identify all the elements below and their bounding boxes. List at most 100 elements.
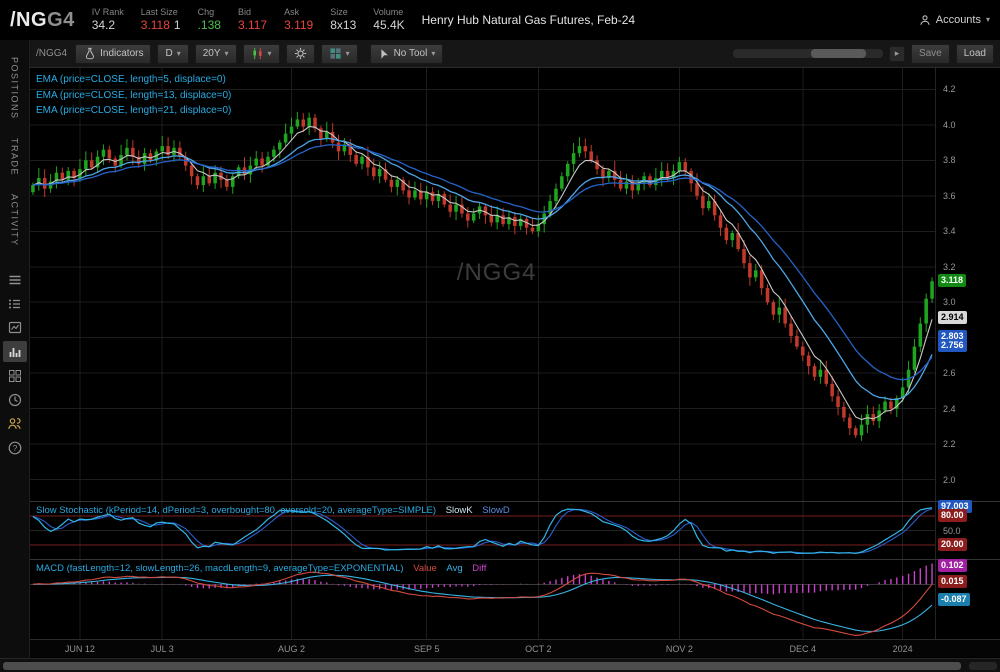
quote-field-label: IV Rank xyxy=(91,7,124,18)
axis-tick: 3.0 xyxy=(943,297,956,308)
volume-value: 45.4K xyxy=(373,18,405,33)
quote-field-last-size: Last Size 3.118 1 xyxy=(141,7,181,32)
chevron-down-icon: ▾ xyxy=(176,48,181,58)
size-value: 8x13 xyxy=(330,18,357,33)
charts-icon[interactable] xyxy=(2,341,27,363)
layout-grid-icon xyxy=(329,48,341,59)
symbol-root: /NG xyxy=(10,8,48,31)
time-axis-label: DEC 4 xyxy=(789,644,817,654)
quote-field-label: Size xyxy=(330,7,348,18)
timeframe-value: D xyxy=(165,48,173,59)
indicators-button[interactable]: Indicators xyxy=(75,43,152,64)
sidebar-tab-activity[interactable]: ACTIVITY xyxy=(9,193,20,247)
sidebar-tab-positions[interactable]: POSITIONS xyxy=(9,57,20,120)
axis-tick: 3.6 xyxy=(943,190,956,201)
change-value: .138 xyxy=(197,18,221,33)
ask-value: 3.119 xyxy=(284,18,314,33)
quote-bar: /NGG4 IV Rank 34.2 Last Size 3.118 1 Chg … xyxy=(0,0,1000,40)
time-axis-label: NOV 2 xyxy=(665,644,693,654)
time-axis-label: OCT 2 xyxy=(525,644,552,654)
quote-field-ask: Ask 3.119 xyxy=(284,7,313,32)
range-value: 20Y xyxy=(202,48,221,59)
axis-tick: 2.2 xyxy=(943,439,956,450)
axis-badge: 0.015 xyxy=(938,574,967,588)
stochastic-plot[interactable] xyxy=(30,502,935,559)
axis-tick: 4.2 xyxy=(943,84,956,95)
apps-grid-icon[interactable] xyxy=(3,365,27,386)
load-label: Load xyxy=(963,48,986,59)
axis-tick: 3.4 xyxy=(943,226,956,237)
time-axis-label: SEP 5 xyxy=(413,644,440,654)
stochastic-axis[interactable]: 50.0 97.003 80.00 20.00 xyxy=(935,500,1000,559)
axis-tick: 2.4 xyxy=(943,403,956,414)
sidebar-icon-rail: ? xyxy=(2,269,27,458)
quote-field-value: 34.2 xyxy=(91,18,116,33)
axis-badge: 80.00 xyxy=(938,508,967,522)
macd-pane: MACD (fastLength=12, slowLength=26, macd… xyxy=(30,559,1000,639)
accounts-dropdown[interactable]: Accounts ▾ xyxy=(919,14,990,26)
quote-field-volume: Volume 45.4K xyxy=(373,7,404,32)
chart-style-dropdown[interactable]: ▾ xyxy=(242,43,280,64)
candlestick-icon xyxy=(252,47,262,60)
save-label: Save xyxy=(918,48,942,59)
sidebar-tab-trade[interactable]: TRADE xyxy=(9,137,20,176)
menu-icon[interactable] xyxy=(3,269,27,290)
time-axis-label: AUG 2 xyxy=(277,644,306,654)
symbol-title: /NGG4 xyxy=(10,9,75,32)
quote-field-label: Last Size xyxy=(140,7,178,18)
time-axis[interactable]: JUN 12 JUL 3 AUG 2 SEP 5 OCT 2 NOV 2 DEC 4 2024 xyxy=(30,639,1000,657)
load-button[interactable]: Load xyxy=(955,43,994,64)
price-pane: EMA (price=CLOSE, length=5, displace=0) … xyxy=(30,68,1000,501)
clock-icon[interactable] xyxy=(3,389,27,410)
time-axis-label: 2024 xyxy=(892,644,913,654)
chart-toolbar: /NGG4 Indicators D ▾ 20Y ▾ ▾ xyxy=(30,40,1000,68)
quote-field-label: Ask xyxy=(284,7,300,18)
zoom-scrollbar[interactable] xyxy=(732,49,883,58)
settings-button[interactable] xyxy=(285,43,315,64)
time-axis-label: JUN 12 xyxy=(64,644,95,654)
help-icon[interactable]: ? xyxy=(3,437,27,458)
drawing-tool-dropdown[interactable]: No Tool ▾ xyxy=(369,43,444,64)
last-price: 3.118 xyxy=(140,18,170,33)
toolbar-symbol-label: /NGG4 xyxy=(36,48,68,59)
contract-description: Henry Hub Natural Gas Futures, Feb-24 xyxy=(421,13,636,27)
axis-badge: 20.00 xyxy=(938,538,967,552)
save-button[interactable]: Save xyxy=(910,43,950,64)
symbol-suffix: G4 xyxy=(47,8,75,31)
flask-icon xyxy=(86,47,95,60)
time-axis-label: JUL 3 xyxy=(150,644,174,654)
accounts-label: Accounts xyxy=(935,14,981,26)
scroll-right-button[interactable]: ▸ xyxy=(888,45,905,62)
macd-plot[interactable] xyxy=(30,560,935,639)
person-icon xyxy=(920,15,930,25)
axis-tick: 50.0 xyxy=(943,525,961,536)
left-sidebar: POSITIONS TRADE ACTIVITY ? xyxy=(0,40,30,658)
range-dropdown[interactable]: 20Y ▾ xyxy=(194,43,237,64)
quote-field-bid: Bid 3.117 xyxy=(238,7,267,32)
chart-container: EMA (price=CLOSE, length=5, displace=0) … xyxy=(30,68,1000,658)
quote-field-label: Volume xyxy=(373,7,404,18)
horizontal-scrollbar-thumb[interactable] xyxy=(3,662,961,670)
people-icon[interactable] xyxy=(3,413,27,434)
price-plot[interactable] xyxy=(30,68,935,501)
axis-badge: 3.118 xyxy=(938,274,967,288)
quote-field-chg: Chg .138 xyxy=(198,7,221,32)
quote-field-size: Size 8x13 xyxy=(330,7,356,32)
zoom-scrollbar-thumb[interactable] xyxy=(810,49,866,58)
watchlist-icon[interactable] xyxy=(3,293,27,314)
timeframe-dropdown[interactable]: D ▾ xyxy=(157,43,189,64)
axis-badge: 2.756 xyxy=(938,338,967,352)
axis-badge: 2.914 xyxy=(938,310,967,324)
horizontal-scrollbar[interactable] xyxy=(0,658,1000,672)
price-axis[interactable]: 4.24.03.83.63.43.23.02.82.62.42.22.03.11… xyxy=(935,68,1000,501)
layout-dropdown[interactable]: ▾ xyxy=(320,43,358,64)
indicators-label: Indicators xyxy=(100,48,144,59)
axis-badge: 0.102 xyxy=(938,559,967,573)
monitor-icon[interactable] xyxy=(3,317,27,338)
svg-text:?: ? xyxy=(12,443,17,453)
chevron-down-icon: ▾ xyxy=(224,48,229,58)
chevron-down-icon: ▾ xyxy=(431,48,436,58)
tool-value: No Tool xyxy=(393,48,428,59)
